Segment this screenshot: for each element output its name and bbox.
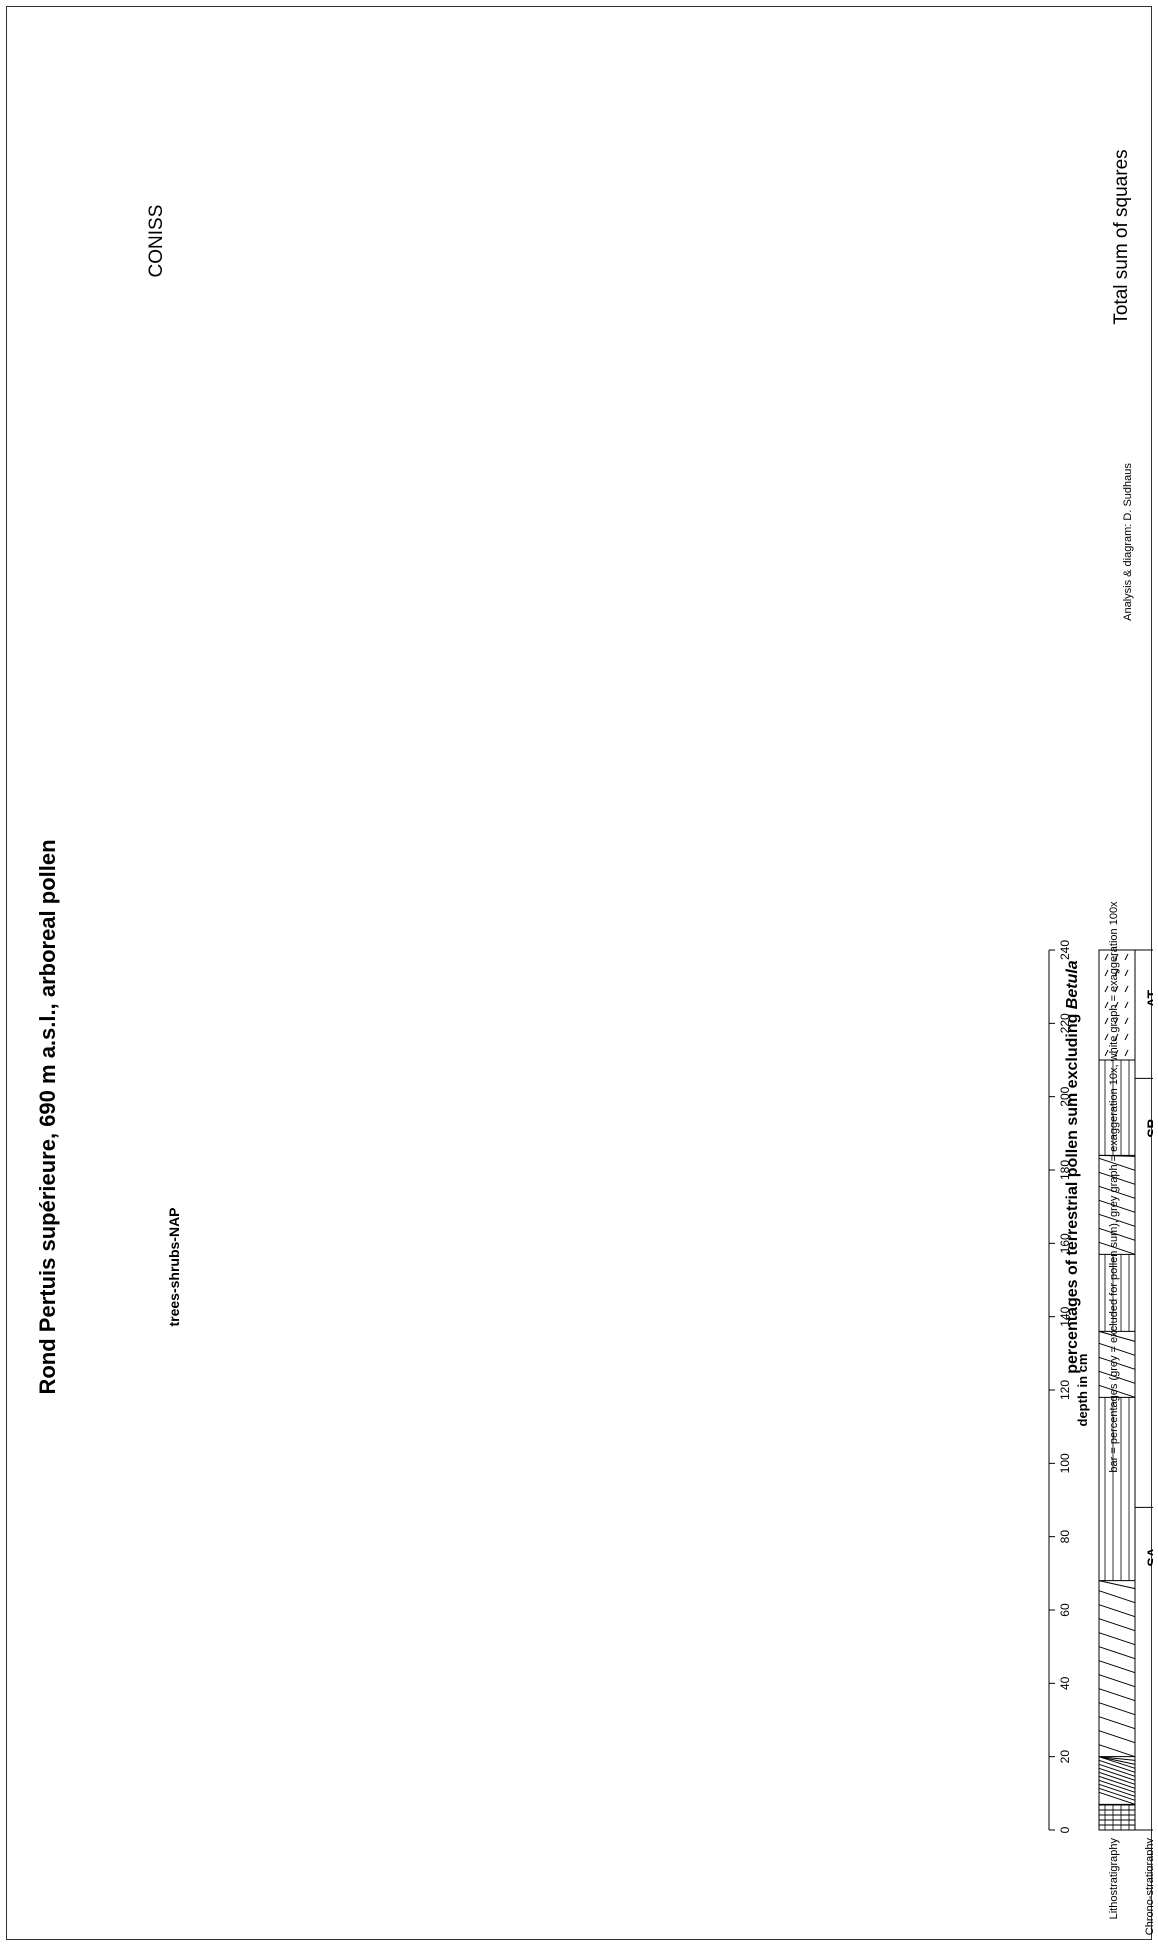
litho-dash	[1124, 1001, 1129, 1009]
legend-note: bar = percentages (grey = excluded for p…	[1108, 901, 1120, 1473]
litho-dash	[1114, 953, 1119, 961]
percent-label: percentages of terrestrial pollen sum ex…	[1064, 960, 1081, 1374]
column-header: Lithostratigraphy	[1108, 1838, 1120, 1920]
tsn-title: trees-shrubs-NAP	[166, 1207, 182, 1326]
chrono-zone-label: SA	[1144, 1547, 1153, 1566]
litho-hatch	[1098, 1356, 1136, 1370]
litho-hatch	[1098, 1646, 1136, 1660]
litho-hatch	[1098, 1783, 1136, 1797]
depth-tick-label: 120	[1058, 1380, 1072, 1400]
litho-hatch	[1098, 1767, 1136, 1781]
litho-dash	[1114, 969, 1119, 977]
litho-dash	[1114, 1049, 1119, 1057]
litho-dash	[1124, 969, 1129, 977]
depth-tick-label: 180	[1058, 1160, 1072, 1180]
litho-hatch	[1098, 1791, 1136, 1805]
depth-tick-label: 80	[1058, 1530, 1072, 1544]
litho-hatch	[1098, 1756, 1136, 1761]
depth-axis-label: depth in cm	[1075, 1354, 1090, 1427]
litho-dash	[1124, 1049, 1129, 1057]
litho-dash	[1104, 1017, 1109, 1025]
chart-title: Rond Pertuis supérieure, 690 m a.s.l., a…	[35, 839, 60, 1394]
litho-hatch	[1098, 1384, 1136, 1398]
litho-hatch	[1098, 1744, 1136, 1758]
depth-tick-label: 100	[1058, 1453, 1072, 1473]
credit: Analysis & diagram: D. Sudhaus	[1122, 463, 1134, 621]
litho-hatch	[1098, 1330, 1136, 1342]
pollen-diagram: 0 20 40 60 80 100 120 140 160 180 200 220 240 depth i…	[35, 149, 1153, 1936]
litho-hatch	[1098, 1775, 1136, 1789]
percent-label-main: percentages of terrestrial pollen sum ex…	[1064, 1009, 1081, 1374]
depth-tick-label: 200	[1058, 1086, 1072, 1106]
litho-dash	[1114, 1001, 1119, 1009]
depth-tick-label: 220	[1058, 1013, 1072, 1033]
litho-dash	[1114, 985, 1119, 993]
litho-hatch	[1098, 1779, 1136, 1793]
coniss-title: CONISS	[146, 205, 167, 278]
chrono-strip	[1134, 949, 1153, 1831]
depth-tick-label: 160	[1058, 1233, 1072, 1253]
litho-dash	[1104, 1033, 1109, 1041]
litho-dash	[1104, 1049, 1109, 1057]
litho-hatch	[1098, 1702, 1136, 1716]
depth-tick-label: 40	[1058, 1676, 1072, 1690]
litho-hatch	[1098, 1759, 1136, 1773]
figure-frame: 0 20 40 60 80 100 120 140 160 180 200 220 240 depth i…	[6, 6, 1153, 1940]
litho-hatch	[1098, 1171, 1136, 1185]
litho-hatch	[1098, 1342, 1136, 1356]
litho-dash	[1124, 985, 1129, 993]
litho-hatch	[1098, 1213, 1136, 1227]
litho-dash	[1114, 1033, 1119, 1041]
depth-tick-label: 240	[1058, 940, 1072, 960]
litho-dash	[1124, 1033, 1129, 1041]
litho-hatch	[1098, 1660, 1136, 1674]
litho-hatch	[1098, 1241, 1136, 1255]
litho-dash	[1104, 953, 1109, 961]
litho-dash	[1104, 985, 1109, 993]
litho-hatch	[1098, 1688, 1136, 1702]
litho-hatch	[1098, 1185, 1136, 1199]
depth-tick-label: 20	[1058, 1750, 1072, 1764]
litho-hatch	[1098, 1730, 1136, 1744]
litho-hatch	[1098, 1590, 1136, 1604]
litho-dash	[1124, 1017, 1129, 1025]
litho-hatch	[1098, 1771, 1136, 1785]
litho-hatch	[1098, 1763, 1136, 1777]
depth-tick-label: 60	[1058, 1603, 1072, 1617]
chrono-zone-label: SB	[1144, 1118, 1153, 1137]
litho-hatch	[1098, 1199, 1136, 1213]
depth-tick-label: 0	[1058, 1826, 1072, 1833]
litho-hatch	[1098, 1604, 1136, 1618]
percent-label-italic: Betula	[1064, 960, 1081, 1009]
litho-hatch	[1098, 1756, 1136, 1769]
litho-hatch	[1098, 1756, 1136, 1765]
litho-hatch	[1098, 1716, 1136, 1730]
litho-dash	[1104, 1001, 1109, 1009]
litho-hatch	[1098, 1787, 1136, 1801]
litho-hatch	[1098, 1157, 1136, 1171]
litho-hatch	[1098, 1618, 1136, 1632]
litho-dash	[1104, 969, 1109, 977]
litho-hatch	[1098, 1370, 1136, 1384]
depth-tick-label: 140	[1058, 1306, 1072, 1326]
litho-hatch	[1098, 1632, 1136, 1646]
litho-hatch	[1098, 1674, 1136, 1688]
litho-hatch	[1098, 1580, 1136, 1590]
litho-dash	[1114, 1017, 1119, 1025]
litho-dash	[1124, 953, 1129, 961]
coniss-axis-label: Total sum of squares	[1111, 149, 1132, 324]
litho-hatch	[1098, 1227, 1136, 1241]
chrono-zone-label: AT	[1144, 990, 1153, 1008]
column-header: Chrono-stratigraphy	[1144, 1838, 1153, 1936]
